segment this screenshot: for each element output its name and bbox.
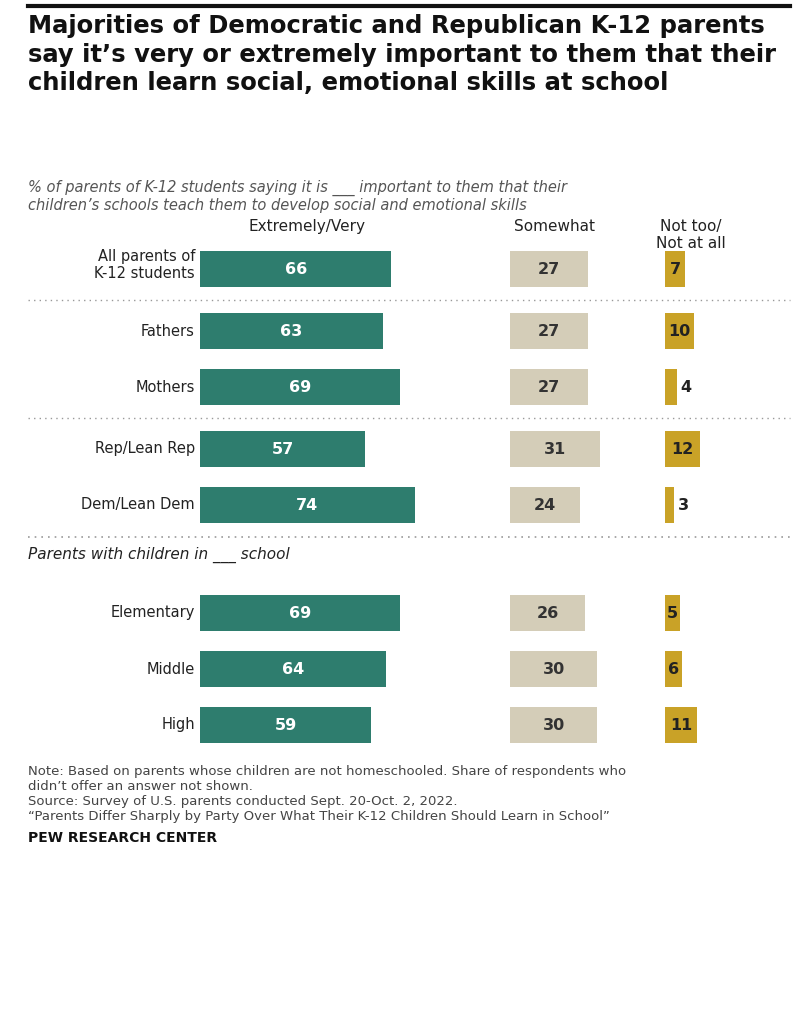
Text: Elementary: Elementary <box>111 605 195 621</box>
Bar <box>665 313 694 349</box>
Text: 63: 63 <box>280 324 302 339</box>
Text: 64: 64 <box>282 662 304 677</box>
Bar <box>665 651 682 687</box>
Text: Parents with children in ___ school: Parents with children in ___ school <box>28 547 290 563</box>
Text: 26: 26 <box>536 605 559 621</box>
Bar <box>665 595 680 631</box>
Text: children’s schools teach them to develop social and emotional skills: children’s schools teach them to develop… <box>28 198 526 213</box>
Bar <box>510 707 597 743</box>
Text: 30: 30 <box>543 662 565 677</box>
Bar <box>510 313 588 349</box>
Text: “Parents Differ Sharply by Party Over What Their K-12 Children Should Learn in S: “Parents Differ Sharply by Party Over Wh… <box>28 810 610 823</box>
Text: 59: 59 <box>275 718 296 732</box>
Text: Fathers: Fathers <box>141 324 195 339</box>
Text: All parents of
K-12 students: All parents of K-12 students <box>95 249 195 282</box>
Text: PEW RESEARCH CENTER: PEW RESEARCH CENTER <box>28 831 217 845</box>
Bar <box>665 369 676 406</box>
Text: 74: 74 <box>296 498 318 512</box>
Text: 7: 7 <box>670 261 680 276</box>
Text: 66: 66 <box>284 261 307 276</box>
Bar <box>665 487 674 523</box>
Text: 69: 69 <box>289 380 311 394</box>
Text: 12: 12 <box>671 441 693 457</box>
Bar <box>200 313 382 349</box>
Text: 4: 4 <box>680 380 692 394</box>
Bar <box>510 431 600 467</box>
Text: 5: 5 <box>667 605 678 621</box>
Bar <box>510 251 588 287</box>
Bar <box>665 251 685 287</box>
Text: 27: 27 <box>538 324 561 339</box>
Text: 24: 24 <box>534 498 556 512</box>
Text: Extremely/Very: Extremely/Very <box>249 219 366 234</box>
Bar <box>665 707 697 743</box>
Bar <box>665 431 700 467</box>
Text: Majorities of Democratic and Republican K-12 parents
say it’s very or extremely : Majorities of Democratic and Republican … <box>28 14 776 95</box>
Text: 10: 10 <box>668 324 691 339</box>
Bar <box>200 707 371 743</box>
Text: 27: 27 <box>538 380 561 394</box>
Text: 57: 57 <box>271 441 294 457</box>
Text: 11: 11 <box>670 718 692 732</box>
Text: 27: 27 <box>538 261 561 276</box>
Text: 6: 6 <box>668 662 680 677</box>
Bar <box>510 595 586 631</box>
Bar <box>200 369 400 406</box>
Text: Note: Based on parents whose children are not homeschooled. Share of respondents: Note: Based on parents whose children ar… <box>28 765 626 778</box>
Bar <box>510 487 580 523</box>
Text: % of parents of K-12 students saying it is ___ important to them that their: % of parents of K-12 students saying it … <box>28 180 567 197</box>
Text: High: High <box>161 718 195 732</box>
Bar <box>200 431 365 467</box>
Text: Dem/Lean Dem: Dem/Lean Dem <box>81 498 195 512</box>
Text: Somewhat: Somewhat <box>514 219 595 234</box>
Bar <box>200 251 391 287</box>
Text: 69: 69 <box>289 605 311 621</box>
Text: Middle: Middle <box>147 662 195 677</box>
Bar <box>510 369 588 406</box>
Text: didn’t offer an answer not shown.: didn’t offer an answer not shown. <box>28 780 253 793</box>
Text: Not too/
Not at all: Not too/ Not at all <box>655 219 725 252</box>
Text: 30: 30 <box>543 718 565 732</box>
Text: 3: 3 <box>678 498 688 512</box>
Bar <box>200 651 386 687</box>
Bar <box>200 595 400 631</box>
Bar <box>200 487 415 523</box>
Text: 31: 31 <box>544 441 566 457</box>
Text: Source: Survey of U.S. parents conducted Sept. 20-Oct. 2, 2022.: Source: Survey of U.S. parents conducted… <box>28 795 458 808</box>
Text: Rep/Lean Rep: Rep/Lean Rep <box>95 441 195 457</box>
Text: Mothers: Mothers <box>135 380 195 394</box>
Bar <box>510 651 597 687</box>
